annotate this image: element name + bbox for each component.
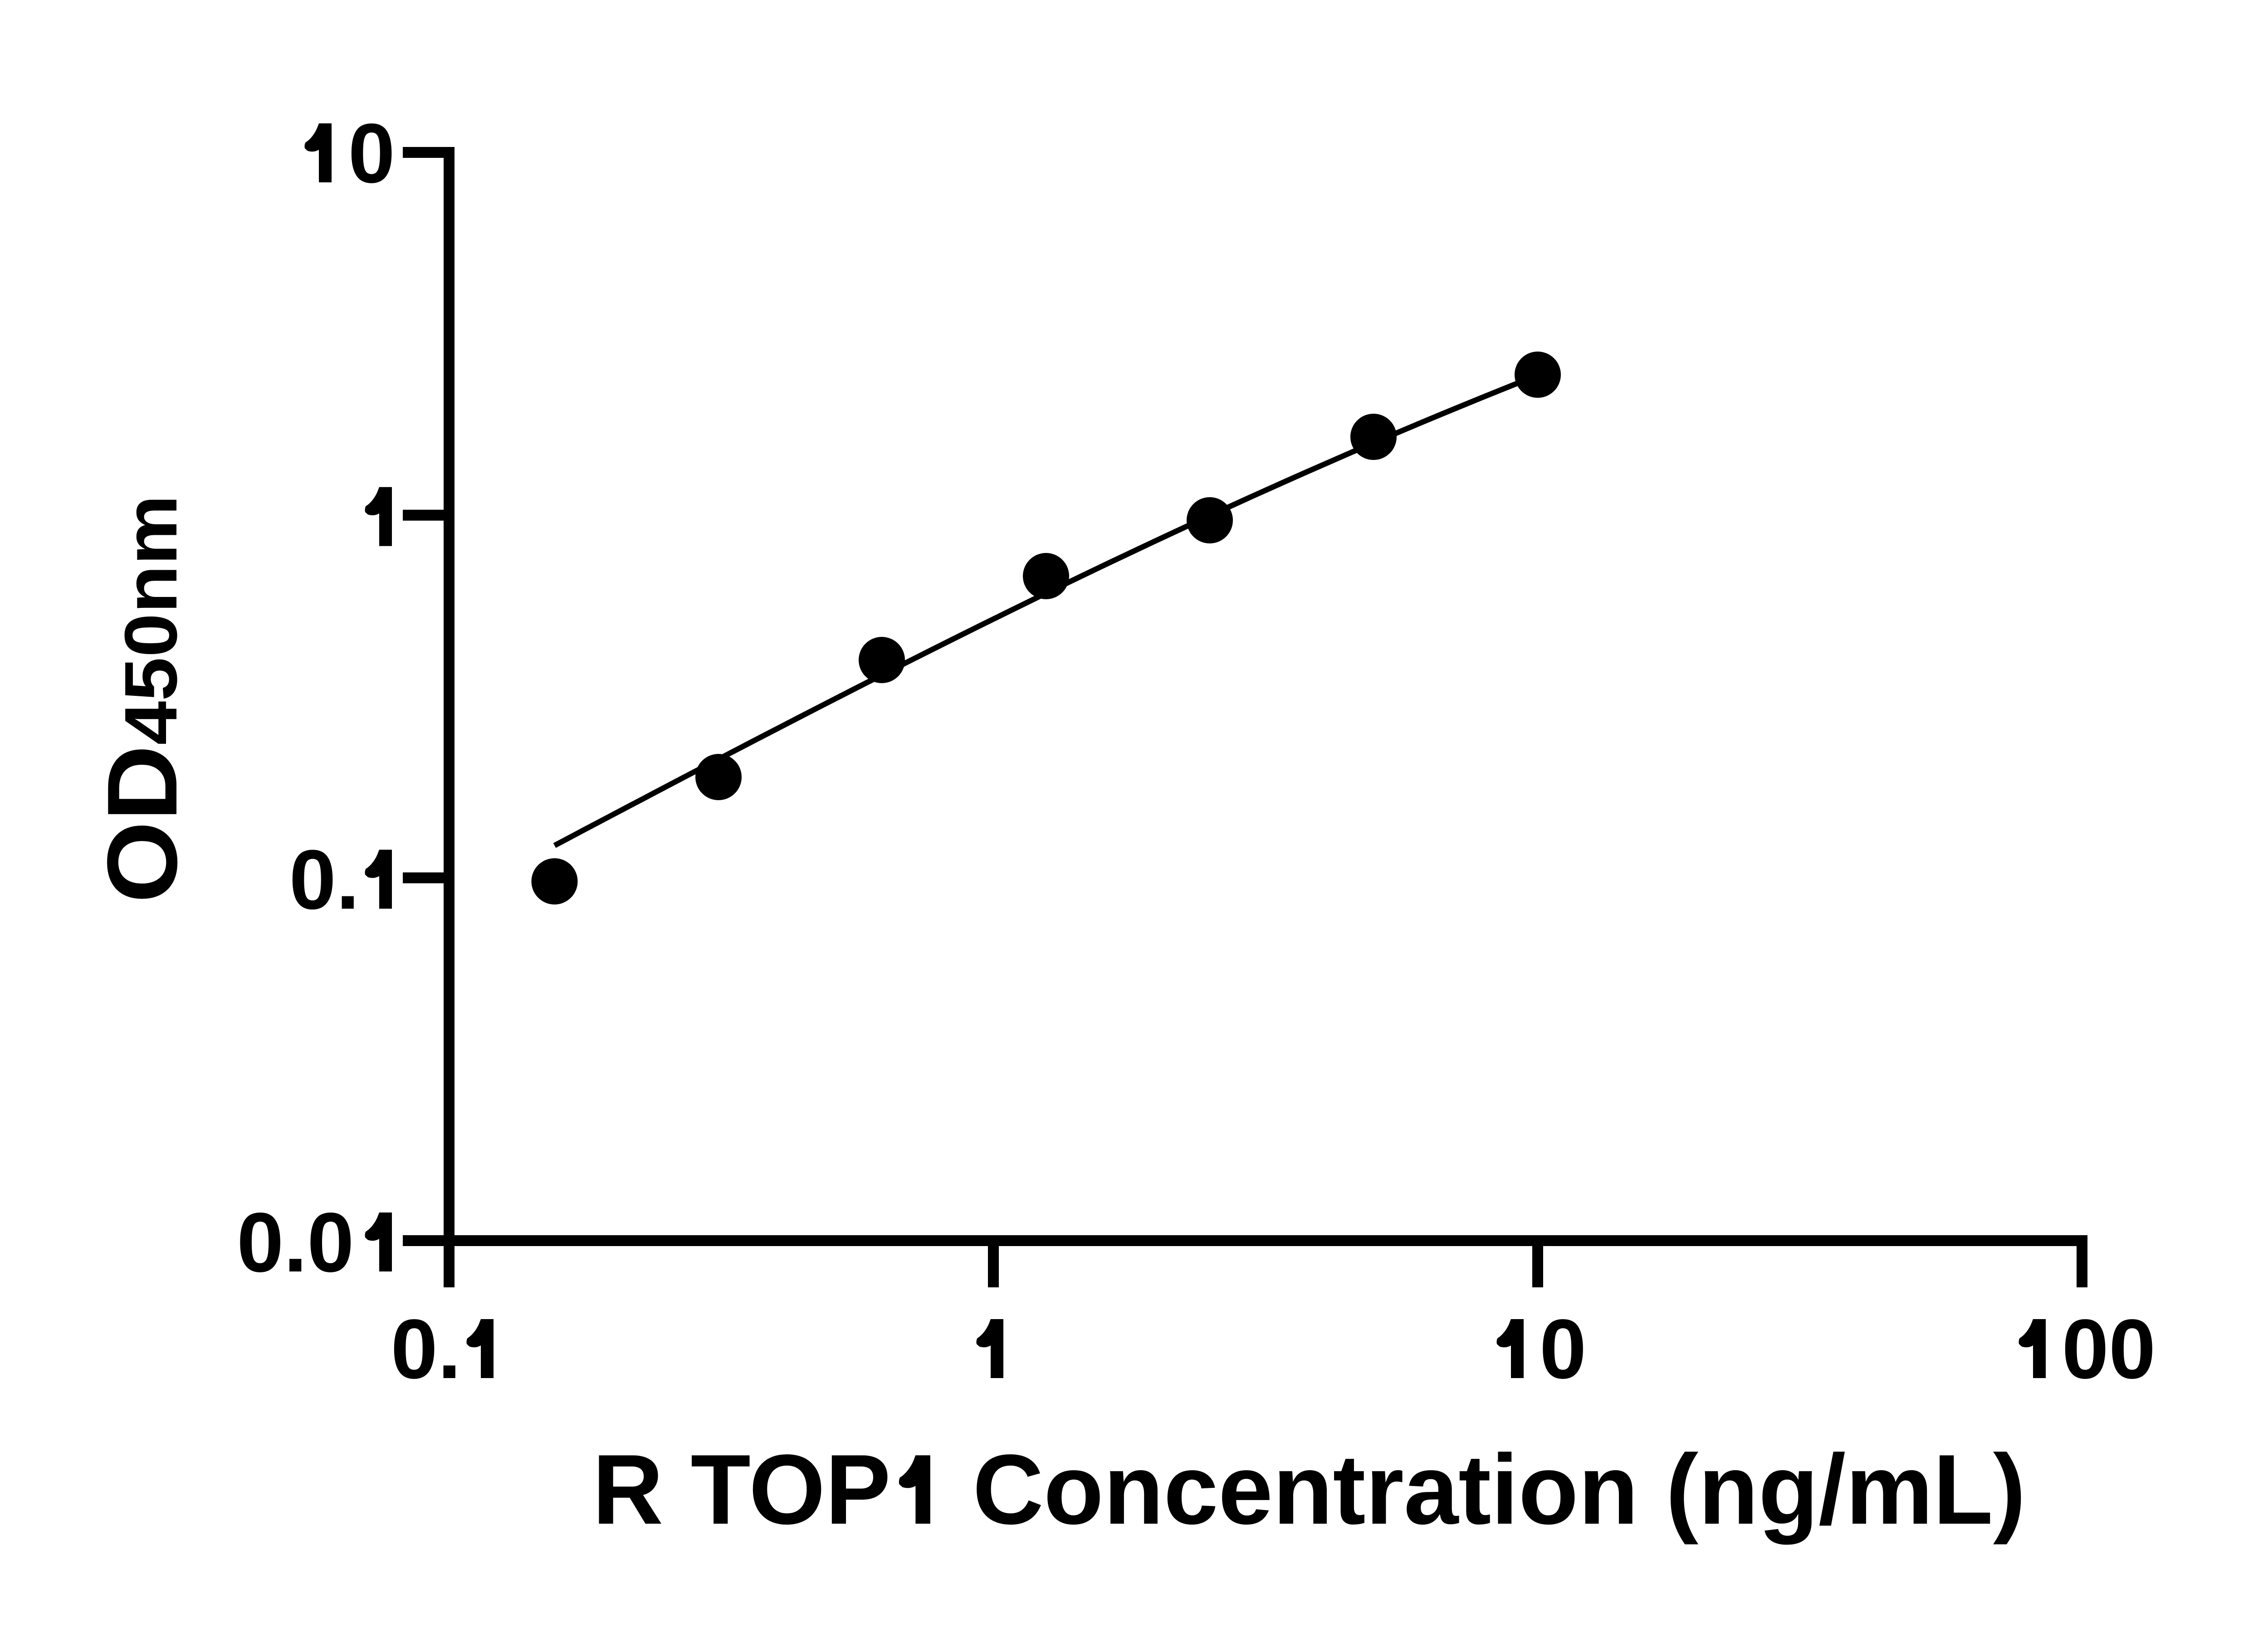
svg-text:0: 0: [348, 107, 395, 200]
svg-text:0.: 0.: [391, 1302, 461, 1396]
svg-text:0.: 0.: [289, 833, 360, 927]
svg-text:0: 0: [1540, 1302, 1586, 1396]
svg-text:Concentration (ng/mL): Concentration (ng/mL): [945, 1434, 2026, 1545]
svg-text:0.0: 0.0: [237, 1196, 354, 1290]
svg-text:R TOP: R TOP: [592, 1434, 891, 1545]
svg-text:00: 00: [2062, 1302, 2156, 1396]
svg-text:OD450nm: OD450nm: [87, 495, 198, 903]
